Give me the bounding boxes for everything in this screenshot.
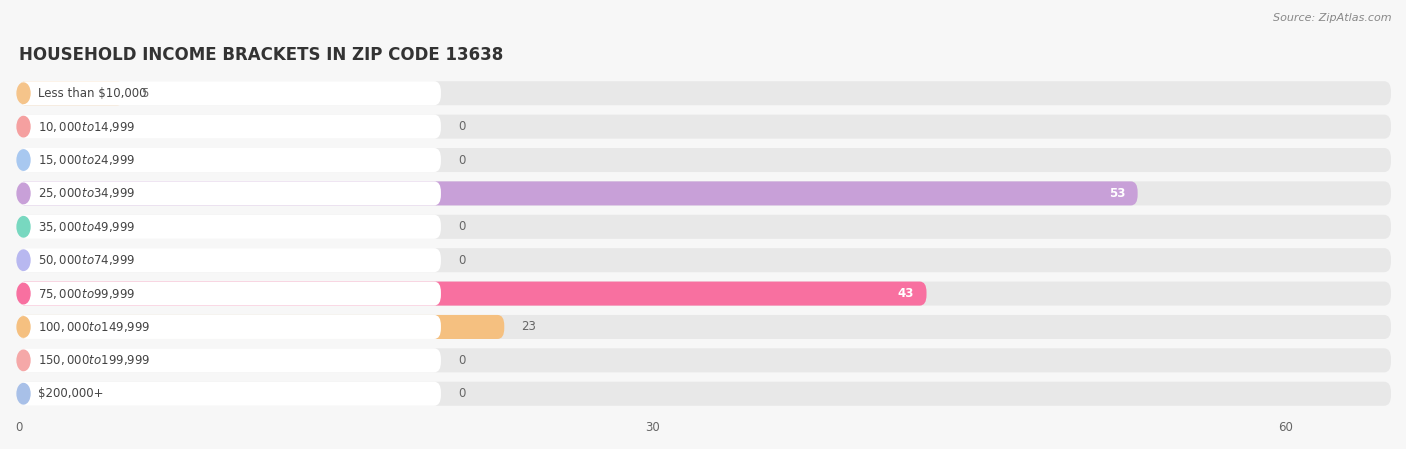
FancyBboxPatch shape xyxy=(18,248,441,272)
FancyBboxPatch shape xyxy=(18,81,1391,105)
FancyBboxPatch shape xyxy=(18,181,1391,206)
Circle shape xyxy=(17,116,30,137)
Text: $35,000 to $49,999: $35,000 to $49,999 xyxy=(38,220,136,234)
Circle shape xyxy=(17,150,30,170)
FancyBboxPatch shape xyxy=(18,282,1391,306)
FancyBboxPatch shape xyxy=(18,348,441,372)
Text: $200,000+: $200,000+ xyxy=(38,387,104,400)
Text: Source: ZipAtlas.com: Source: ZipAtlas.com xyxy=(1274,13,1392,23)
Text: 5: 5 xyxy=(141,87,149,100)
Text: HOUSEHOLD INCOME BRACKETS IN ZIP CODE 13638: HOUSEHOLD INCOME BRACKETS IN ZIP CODE 13… xyxy=(18,46,503,64)
FancyBboxPatch shape xyxy=(18,215,1391,239)
Text: $150,000 to $199,999: $150,000 to $199,999 xyxy=(38,353,150,367)
Text: $75,000 to $99,999: $75,000 to $99,999 xyxy=(38,286,136,300)
Text: 0: 0 xyxy=(458,220,465,233)
FancyBboxPatch shape xyxy=(18,181,441,206)
Text: 23: 23 xyxy=(522,321,536,334)
Text: Less than $10,000: Less than $10,000 xyxy=(38,87,148,100)
Text: 43: 43 xyxy=(897,287,914,300)
FancyBboxPatch shape xyxy=(18,315,1391,339)
FancyBboxPatch shape xyxy=(18,382,441,406)
FancyBboxPatch shape xyxy=(18,114,1391,139)
Text: 0: 0 xyxy=(458,254,465,267)
Text: $25,000 to $34,999: $25,000 to $34,999 xyxy=(38,186,136,200)
Text: $100,000 to $149,999: $100,000 to $149,999 xyxy=(38,320,150,334)
FancyBboxPatch shape xyxy=(18,215,441,239)
Text: $10,000 to $14,999: $10,000 to $14,999 xyxy=(38,119,136,134)
FancyBboxPatch shape xyxy=(18,148,1391,172)
Circle shape xyxy=(17,216,30,237)
Circle shape xyxy=(17,250,30,270)
FancyBboxPatch shape xyxy=(18,348,1391,372)
FancyBboxPatch shape xyxy=(18,114,441,139)
Text: $50,000 to $74,999: $50,000 to $74,999 xyxy=(38,253,136,267)
FancyBboxPatch shape xyxy=(18,315,441,339)
Text: 0: 0 xyxy=(458,354,465,367)
FancyBboxPatch shape xyxy=(18,81,441,105)
Circle shape xyxy=(17,317,30,337)
FancyBboxPatch shape xyxy=(18,315,505,339)
Circle shape xyxy=(17,383,30,404)
FancyBboxPatch shape xyxy=(18,382,1391,406)
FancyBboxPatch shape xyxy=(18,248,1391,272)
Text: 53: 53 xyxy=(1108,187,1125,200)
FancyBboxPatch shape xyxy=(18,282,441,306)
Circle shape xyxy=(17,350,30,370)
FancyBboxPatch shape xyxy=(18,148,441,172)
FancyBboxPatch shape xyxy=(18,181,1137,206)
Text: 0: 0 xyxy=(458,120,465,133)
Circle shape xyxy=(17,183,30,204)
FancyBboxPatch shape xyxy=(18,81,124,105)
Text: 0: 0 xyxy=(458,154,465,167)
Text: $15,000 to $24,999: $15,000 to $24,999 xyxy=(38,153,136,167)
Circle shape xyxy=(17,283,30,304)
Text: 0: 0 xyxy=(458,387,465,400)
FancyBboxPatch shape xyxy=(18,282,927,306)
Circle shape xyxy=(17,83,30,103)
